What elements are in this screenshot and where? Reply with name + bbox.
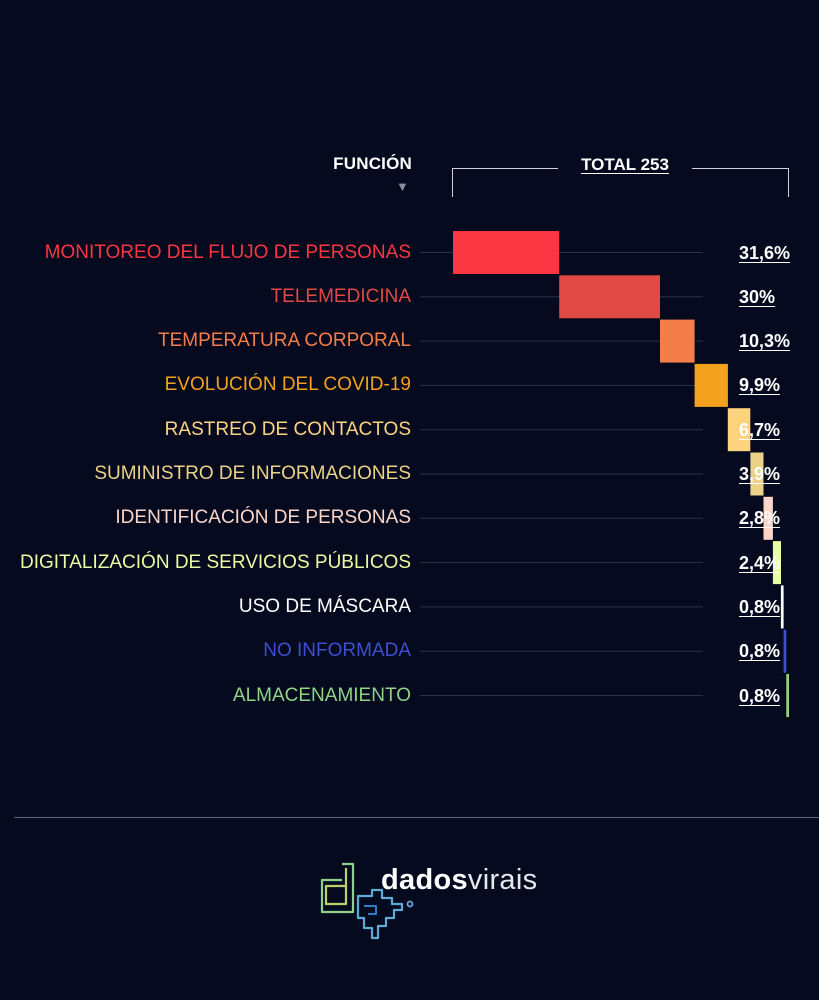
category-label: TELEMEDICINA bbox=[270, 285, 411, 307]
bar bbox=[453, 231, 560, 274]
value-label: 30% bbox=[739, 286, 776, 307]
bar bbox=[694, 363, 728, 407]
logo-text-light: virais bbox=[467, 864, 538, 896]
category-label: USO DE MÁSCARA bbox=[238, 595, 411, 617]
value-label: 3,9% bbox=[739, 464, 781, 484]
value-label: 2,4% bbox=[739, 552, 781, 573]
footer-divider bbox=[14, 817, 819, 818]
sort-down-arrow-icon: ▼ bbox=[396, 179, 409, 194]
bar bbox=[783, 629, 787, 673]
bar bbox=[786, 674, 789, 717]
bar bbox=[780, 585, 784, 629]
category-label: TEMPERATURA CORPORAL bbox=[157, 330, 411, 352]
bar bbox=[772, 541, 781, 585]
value-label: 2,8% bbox=[739, 508, 781, 529]
category-label: MONITOREO DEL FLUJO DE PERSONAS bbox=[44, 241, 411, 263]
value-label: 0,8% bbox=[739, 641, 781, 662]
category-label: DIGITALIZACIÓN DE SERVICIOS PÚBLICOS bbox=[20, 551, 411, 573]
category-label: ALMACENAMIENTO bbox=[232, 684, 411, 706]
value-label: 6,7% bbox=[739, 419, 781, 440]
value-label: 10,3% bbox=[739, 331, 791, 352]
category-label: SUMINISTRO DE INFORMACIONES bbox=[94, 463, 411, 484]
value-label: 0,8% bbox=[739, 596, 781, 617]
bar bbox=[763, 496, 773, 540]
dadosvirais-wordmark: dadosvirais bbox=[381, 866, 537, 895]
value-label: 0,8% bbox=[739, 685, 781, 706]
dadosvirais-logo-icon bbox=[320, 862, 414, 940]
category-label: RASTREO DE CONTACTOS bbox=[164, 418, 411, 440]
total-label: TOTAL 253 bbox=[558, 155, 692, 175]
bar bbox=[750, 452, 764, 496]
bar bbox=[660, 319, 695, 363]
value-label: 31,6% bbox=[739, 242, 791, 263]
category-label: IDENTIFICACIÓN DE PERSONAS bbox=[115, 507, 411, 529]
value-label: 9,9% bbox=[739, 375, 781, 396]
bar bbox=[559, 275, 660, 319]
column-header-funcion: FUNCIÓN bbox=[333, 154, 412, 173]
waterfall-chart bbox=[420, 231, 789, 717]
category-label: NO INFORMADA bbox=[263, 640, 411, 662]
logo-text-bold: dados bbox=[381, 864, 468, 896]
category-label: EVOLUCIÓN DEL COVID-19 bbox=[164, 374, 411, 396]
bar bbox=[727, 408, 751, 452]
